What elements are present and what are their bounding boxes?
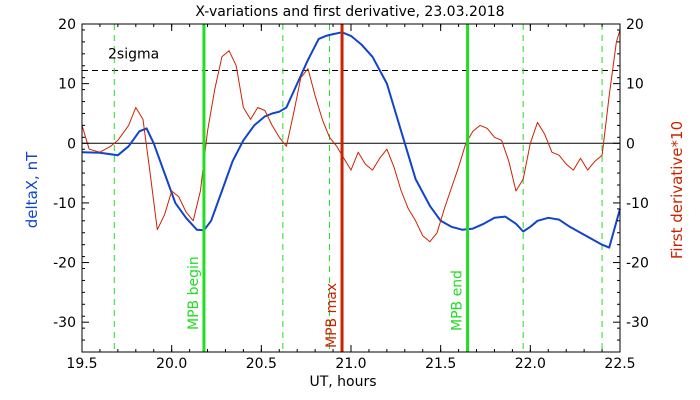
y-tick-label-left: 10 xyxy=(58,77,76,93)
x-axis-label: UT, hours xyxy=(309,374,376,390)
axes: 19.5 20.0 20.5 21.0 21.5 22.0 22.5 -30 -30 -20 -20… xyxy=(53,17,649,372)
y-tick-label-right: -10 xyxy=(626,196,649,212)
chart-title: X-variations and first derivative, 23.03… xyxy=(195,4,504,20)
marker-label: MPB begin xyxy=(186,256,202,330)
x-tick-label: 22.5 xyxy=(604,356,635,372)
y-tick-label-left: -30 xyxy=(53,315,76,331)
y-axis-label-left: deltaX, nT xyxy=(23,151,41,228)
y-tick-label-right: 10 xyxy=(626,77,644,93)
x-tick-label: 20.0 xyxy=(156,356,187,372)
y-tick-label-left: 20 xyxy=(58,17,76,33)
marker-label: MPB end xyxy=(450,270,466,331)
x-tick-label: 21.5 xyxy=(425,356,456,372)
x-tick-label: 20.5 xyxy=(246,356,277,372)
y-axis-label-right: First derivative*10 xyxy=(668,121,686,259)
threshold-label: 2sigma xyxy=(108,47,159,63)
x-tick-label: 21.0 xyxy=(335,356,366,372)
x-tick-label: 19.5 xyxy=(66,356,97,372)
y-tick-label-right: 20 xyxy=(626,17,644,33)
marker-layer: MPB begin MPB max MPB end xyxy=(186,24,470,352)
y-tick-label-right: -20 xyxy=(626,256,649,272)
series-line-derivative xyxy=(81,29,621,243)
y-tick-label-left: 0 xyxy=(67,136,76,152)
x-tick-label: 22.0 xyxy=(515,356,546,372)
marker-label: MPB max xyxy=(324,283,340,348)
y-tick-label-right: -30 xyxy=(626,315,649,331)
y-tick-label-left: -20 xyxy=(53,256,76,272)
y-tick-label-left: -10 xyxy=(53,196,76,212)
y-tick-label-right: 0 xyxy=(626,136,635,152)
